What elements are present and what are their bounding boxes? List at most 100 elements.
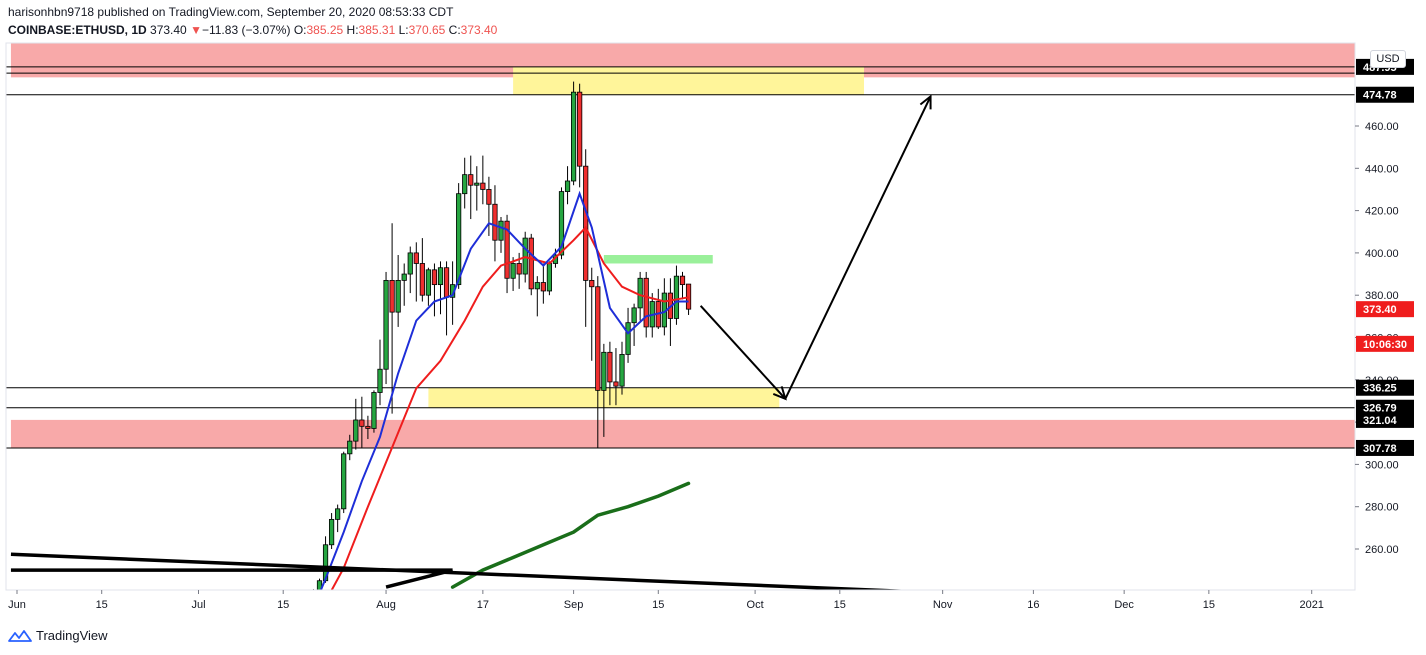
candle-body xyxy=(474,182,480,186)
candle xyxy=(667,278,674,346)
candle xyxy=(492,185,498,262)
candle xyxy=(474,166,480,211)
x-tick-label: Sep xyxy=(564,599,584,611)
green-zone xyxy=(603,255,713,264)
candle xyxy=(389,223,395,414)
candle xyxy=(655,288,661,330)
candle-body xyxy=(383,279,389,370)
symbol-label[interactable]: COINBASE:ETHUSD, 1D xyxy=(8,23,147,37)
close-value: 373.40 xyxy=(460,23,498,37)
tradingview-icon xyxy=(8,629,32,642)
candle-body xyxy=(571,91,577,182)
low-label: L: xyxy=(398,23,409,37)
candle-body xyxy=(335,508,341,520)
trend-line[interactable] xyxy=(10,552,1426,614)
candle-body xyxy=(328,518,335,546)
projection-arrow[interactable] xyxy=(784,94,932,400)
candle xyxy=(419,238,425,302)
candle xyxy=(462,157,468,209)
candle-body xyxy=(371,392,377,429)
plot-frame xyxy=(5,42,1356,591)
candle-body xyxy=(546,263,553,292)
candle-body xyxy=(516,263,522,275)
candle xyxy=(353,398,359,450)
y-tick-label: 460.00 xyxy=(1365,121,1399,133)
candle-body xyxy=(395,279,401,313)
candle xyxy=(583,149,589,327)
y-tick-label: 440.00 xyxy=(1365,163,1399,175)
candle xyxy=(577,83,583,188)
price-label: 10:06:30 xyxy=(1356,335,1414,352)
candle xyxy=(601,343,607,437)
price-label: 326.79 xyxy=(1356,399,1414,416)
candle-body xyxy=(492,203,498,241)
y-tick-label: 300.00 xyxy=(1365,459,1399,471)
candle-body xyxy=(637,277,643,309)
candle xyxy=(480,155,486,205)
trend-line[interactable] xyxy=(385,568,454,589)
high-value: 385.31 xyxy=(358,23,396,37)
candle xyxy=(546,261,553,296)
candle xyxy=(395,255,401,327)
candle-body xyxy=(311,593,315,599)
price-label: 474.78 xyxy=(1356,86,1414,103)
candle-body xyxy=(401,273,407,281)
candle xyxy=(341,451,347,514)
candle-body xyxy=(443,267,450,298)
candle-body xyxy=(413,252,419,264)
candle-body xyxy=(679,275,686,286)
candle xyxy=(335,504,341,533)
candle-body xyxy=(437,267,444,286)
candle-body xyxy=(564,180,571,192)
candle xyxy=(456,183,462,289)
candle-body xyxy=(528,237,534,290)
candle xyxy=(328,513,335,549)
candle-body xyxy=(456,193,462,286)
candle-body xyxy=(425,269,432,296)
candle xyxy=(377,339,383,406)
candle-body xyxy=(534,282,540,290)
sma-long-line xyxy=(450,481,691,589)
y-tick-label: 420.00 xyxy=(1365,206,1399,218)
open-value: 385.25 xyxy=(306,23,344,37)
candle-body xyxy=(589,279,595,288)
candle xyxy=(498,216,504,253)
candle-body xyxy=(510,263,516,279)
candle-body xyxy=(673,275,680,319)
projection-arrow[interactable] xyxy=(699,305,787,401)
candle-body xyxy=(359,419,365,427)
x-tick-label: 2021 xyxy=(1299,599,1323,611)
price-label-text: 474.78 xyxy=(1363,90,1397,102)
candle xyxy=(534,276,540,317)
candle-body xyxy=(468,174,474,186)
candle-body xyxy=(498,220,504,241)
candle xyxy=(347,434,353,461)
candle xyxy=(595,276,601,448)
x-tick-label: Jul xyxy=(191,599,205,611)
yellow-zone xyxy=(513,66,864,95)
candle xyxy=(631,303,637,346)
candle xyxy=(401,263,407,306)
price-change: −11.83 (−3.07%) xyxy=(201,23,291,37)
candle xyxy=(528,233,534,296)
plot-area[interactable] xyxy=(6,43,1426,615)
candle-body xyxy=(601,351,607,391)
close-label: C: xyxy=(448,23,461,37)
x-tick-label: 17 xyxy=(477,599,489,611)
candle xyxy=(486,176,492,236)
candle xyxy=(437,261,444,315)
candle xyxy=(661,278,667,336)
x-tick-label: Dec xyxy=(1114,599,1134,611)
change-arrow-icon: ▼ xyxy=(190,23,202,37)
candle-body xyxy=(407,252,413,275)
tradingview-logo[interactable]: TradingView xyxy=(8,628,108,643)
candle-body xyxy=(613,381,619,387)
candle-body xyxy=(353,419,359,442)
currency-button[interactable]: USD xyxy=(1370,50,1406,68)
x-tick-label: 15 xyxy=(834,599,846,611)
candle xyxy=(619,341,625,395)
candle xyxy=(504,214,510,294)
candle-body xyxy=(583,165,589,281)
candle-body xyxy=(625,322,631,355)
